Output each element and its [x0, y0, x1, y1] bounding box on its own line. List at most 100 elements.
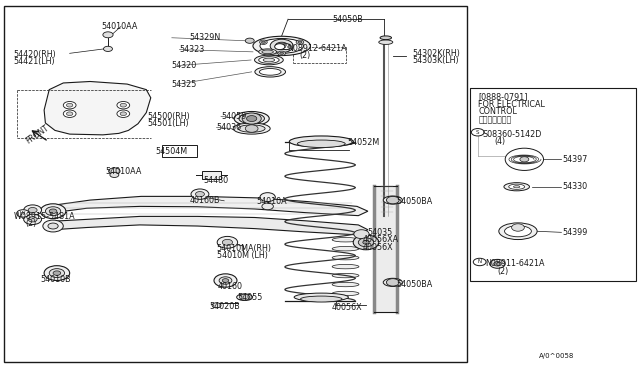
Ellipse shape [298, 140, 345, 147]
Circle shape [67, 112, 73, 116]
Ellipse shape [234, 112, 269, 126]
Text: 54059: 54059 [221, 112, 246, 121]
Ellipse shape [301, 296, 342, 302]
Polygon shape [44, 81, 151, 135]
Ellipse shape [238, 125, 265, 132]
Circle shape [262, 203, 273, 210]
Text: 54399: 54399 [563, 228, 588, 237]
Text: [0888-0791]: [0888-0791] [478, 93, 528, 102]
Text: 54500(RH): 54500(RH) [148, 112, 190, 121]
Text: W: W [20, 211, 26, 216]
Circle shape [191, 189, 209, 199]
Circle shape [245, 38, 254, 43]
Text: 54035: 54035 [367, 228, 392, 237]
Circle shape [278, 51, 285, 55]
Ellipse shape [259, 49, 276, 55]
Text: 54504M: 54504M [156, 147, 188, 156]
Circle shape [120, 103, 127, 107]
Text: 54020B: 54020B [209, 302, 239, 311]
Circle shape [219, 277, 232, 284]
Circle shape [298, 41, 302, 43]
Ellipse shape [504, 226, 531, 237]
Circle shape [239, 294, 250, 300]
Circle shape [222, 279, 228, 282]
Circle shape [260, 193, 275, 202]
Circle shape [246, 116, 257, 122]
Text: 54330: 54330 [563, 182, 588, 191]
Circle shape [63, 110, 76, 118]
Circle shape [44, 266, 70, 280]
Ellipse shape [239, 113, 264, 124]
Circle shape [260, 40, 268, 44]
Text: 40056X: 40056X [362, 243, 393, 251]
Circle shape [24, 205, 42, 215]
Ellipse shape [332, 247, 359, 251]
Circle shape [49, 269, 65, 278]
Circle shape [63, 102, 76, 109]
Ellipse shape [255, 67, 285, 77]
Circle shape [28, 208, 37, 213]
Ellipse shape [509, 184, 525, 189]
Ellipse shape [332, 256, 359, 260]
Text: N: N [284, 44, 288, 49]
Ellipse shape [332, 264, 359, 269]
Text: 54010M (LH): 54010M (LH) [216, 251, 268, 260]
Circle shape [17, 210, 29, 217]
Circle shape [48, 223, 58, 229]
Text: 54320: 54320 [172, 61, 197, 70]
Circle shape [67, 103, 73, 107]
Circle shape [40, 204, 66, 219]
Circle shape [281, 44, 291, 49]
Ellipse shape [260, 38, 303, 53]
Ellipse shape [253, 36, 310, 55]
Circle shape [358, 238, 374, 247]
Text: 54010AA: 54010AA [102, 22, 138, 31]
Circle shape [520, 157, 529, 162]
Text: 54480: 54480 [204, 176, 229, 185]
Text: 40056X: 40056X [332, 303, 362, 312]
Circle shape [275, 42, 288, 49]
Text: 54010AA: 54010AA [106, 167, 142, 176]
Ellipse shape [504, 183, 529, 191]
Text: 54323: 54323 [179, 45, 205, 54]
Ellipse shape [383, 278, 403, 286]
Text: 54036: 54036 [216, 123, 242, 132]
Ellipse shape [332, 282, 359, 287]
Text: N08912-6421A: N08912-6421A [287, 44, 346, 52]
Circle shape [104, 46, 113, 51]
Text: 54055: 54055 [237, 294, 262, 302]
Ellipse shape [383, 196, 403, 204]
Circle shape [245, 125, 258, 132]
Bar [4, 6, 467, 362]
Circle shape [120, 112, 127, 116]
Text: 54325: 54325 [172, 80, 197, 89]
Bar [162, 145, 196, 157]
Text: FOR ELECTRICAL: FOR ELECTRICAL [478, 100, 545, 109]
Ellipse shape [262, 50, 273, 54]
Text: (2): (2) [300, 51, 311, 60]
Text: (2): (2) [497, 267, 509, 276]
Circle shape [387, 196, 399, 204]
Circle shape [117, 102, 130, 109]
Text: N: N [477, 260, 482, 264]
Circle shape [278, 44, 285, 48]
Circle shape [242, 113, 261, 124]
Ellipse shape [513, 186, 520, 188]
Text: 54010MA(RH): 54010MA(RH) [216, 244, 271, 253]
Text: 54010A: 54010A [256, 197, 287, 206]
Circle shape [53, 271, 61, 275]
Circle shape [511, 224, 524, 231]
Ellipse shape [263, 58, 275, 62]
Bar [202, 171, 221, 179]
Text: 54421(LH): 54421(LH) [13, 57, 55, 66]
Text: W08915-5481A: W08915-5481A [13, 212, 75, 221]
Text: 54050B: 54050B [333, 15, 364, 24]
Circle shape [109, 168, 120, 174]
Circle shape [471, 129, 484, 136]
Circle shape [212, 303, 221, 308]
Text: 54302K(RH): 54302K(RH) [413, 49, 460, 58]
Circle shape [214, 274, 237, 287]
Text: 54050BA: 54050BA [397, 197, 433, 206]
Circle shape [275, 44, 285, 49]
Text: 54501(LH): 54501(LH) [148, 119, 189, 128]
